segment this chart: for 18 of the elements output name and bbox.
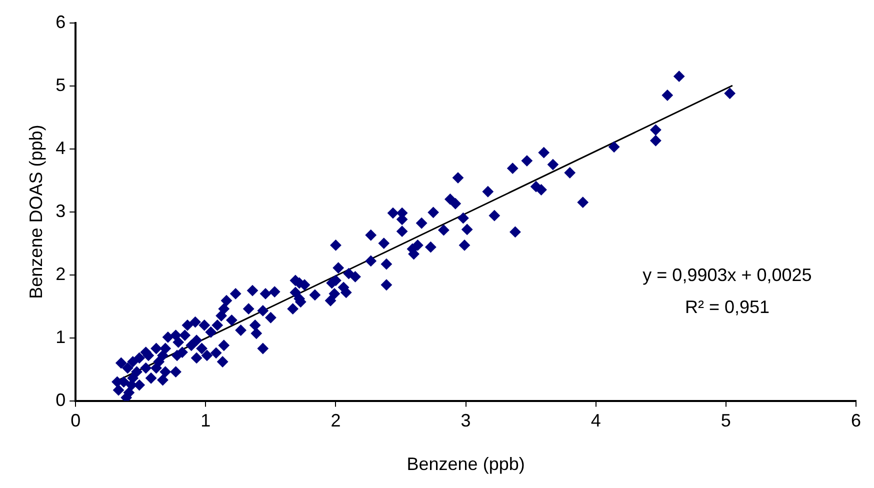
x-tick-label: 1: [200, 410, 211, 431]
y-tick-label: 3: [56, 200, 66, 221]
y-tick-label: 1: [56, 326, 66, 347]
annotation: y = 0,9903x + 0,0025: [642, 265, 812, 286]
y-tick-label: 0: [56, 390, 66, 410]
y-tick-label: 5: [56, 74, 66, 95]
x-tick-label: 2: [330, 410, 341, 431]
x-tick-label: 4: [590, 410, 601, 431]
x-axis-title: Benzene (ppb): [406, 454, 525, 474]
x-tick-label: 6: [850, 410, 862, 431]
x-tick-label: 3: [460, 410, 471, 431]
x-tick-label: 5: [720, 410, 731, 431]
y-tick-label: 2: [56, 264, 66, 284]
annotation: R² = 0,951: [684, 297, 770, 318]
y-tick-label: 6: [56, 12, 66, 32]
y-tick-label: 4: [56, 138, 66, 158]
y-axis-title: Benzene DOAS (ppb): [26, 124, 46, 299]
x-tick-label: 0: [70, 410, 81, 431]
